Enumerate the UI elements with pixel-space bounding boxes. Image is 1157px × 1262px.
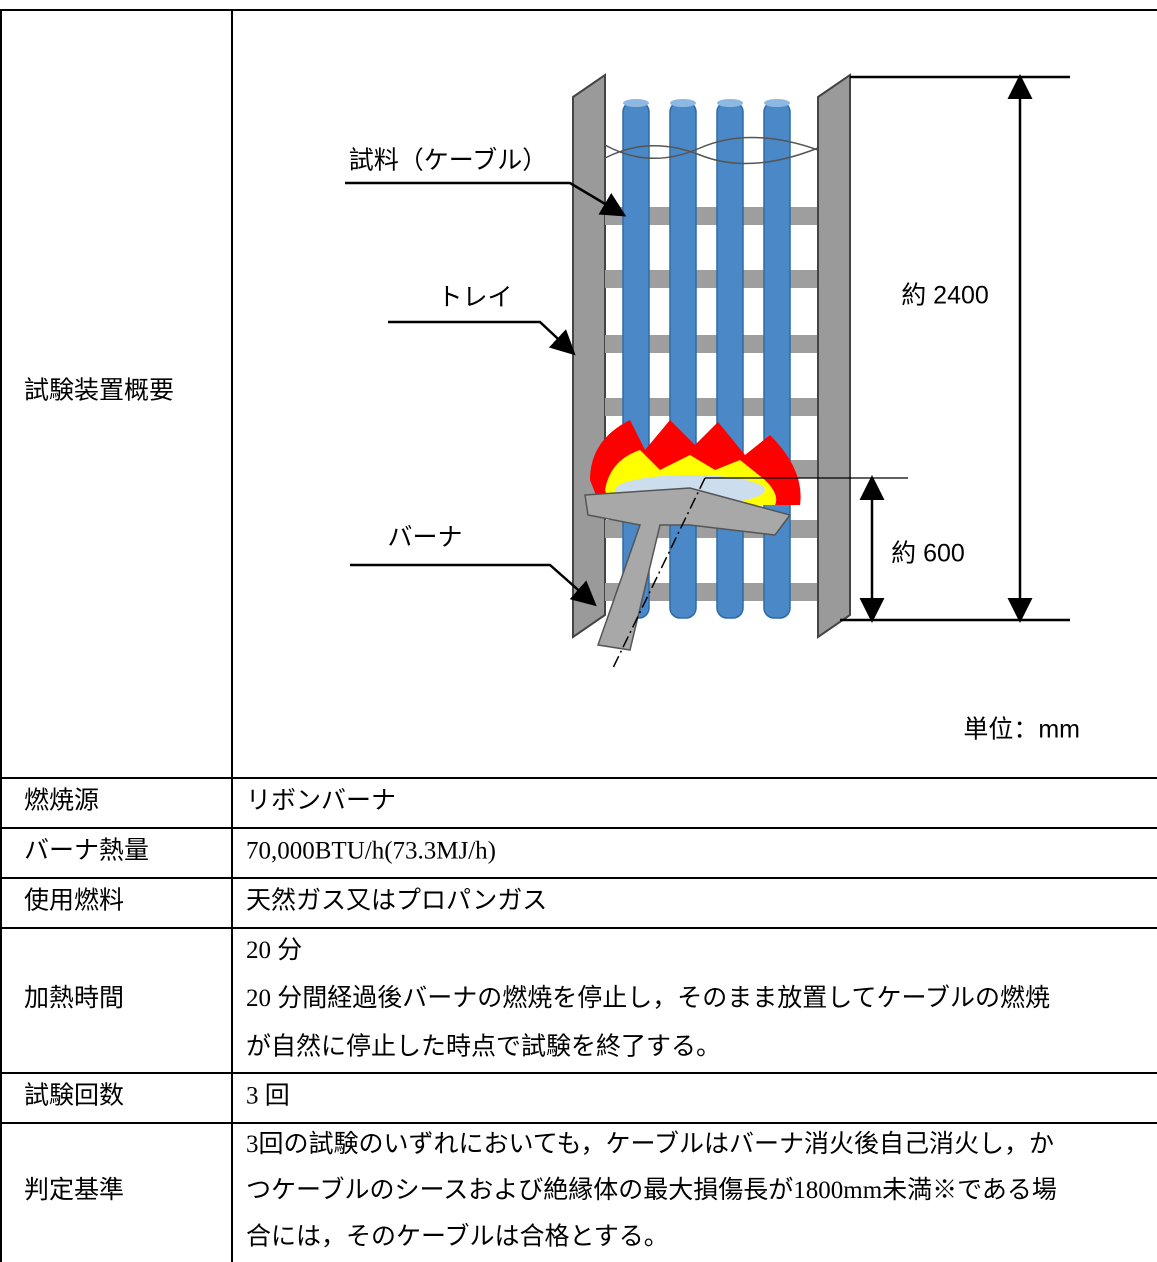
label-sample: 試料（ケーブル）	[349, 147, 548, 175]
row-label: 燃焼源	[24, 787, 99, 815]
cell-text: リボンバーナ	[246, 788, 396, 815]
label-burner: バーナ	[387, 525, 462, 552]
cell-line: 3回の試験のいずれにおいても，ケーブルはバーナ消火後自己消火し，か	[246, 1130, 1054, 1158]
label-height-total: 約 2400	[901, 282, 989, 310]
row-label: 加熱時間	[24, 984, 124, 1012]
label-tray: トレイ	[437, 285, 512, 312]
row-label: 使用燃料	[24, 887, 124, 915]
cell-text: 3 回	[246, 1083, 290, 1110]
cell-line: 20 分間経過後バーナの燃焼を停止し，そのまま放置してケーブルの燃焼	[246, 984, 1050, 1012]
cell-text: 70,000BTU/h(73.3MJ/h)	[246, 838, 496, 865]
row-label: バーナ熱量	[24, 837, 149, 865]
apparatus-diagram	[345, 73, 1070, 671]
row-label: 試験装置概要	[24, 377, 174, 405]
row-label: 試験回数	[24, 1082, 124, 1110]
cell-line: が自然に停止した時点で試験を終了する。	[246, 1033, 721, 1061]
cell-line: 20 分	[246, 936, 302, 964]
label-unit: 単位：mm	[963, 716, 1080, 744]
cell-text: 天然ガス又はプロパンガス	[246, 887, 547, 915]
table-grid	[0, 9, 1157, 1262]
row-label: 判定基準	[24, 1176, 124, 1204]
cell-line: つケーブルのシースおよび絶縁体の最大損傷長が1800mm未満※である場	[246, 1176, 1057, 1204]
label-height-burner: 約 600	[891, 540, 965, 568]
cell-line: 合には，そのケーブルは合格とする。	[246, 1223, 669, 1251]
